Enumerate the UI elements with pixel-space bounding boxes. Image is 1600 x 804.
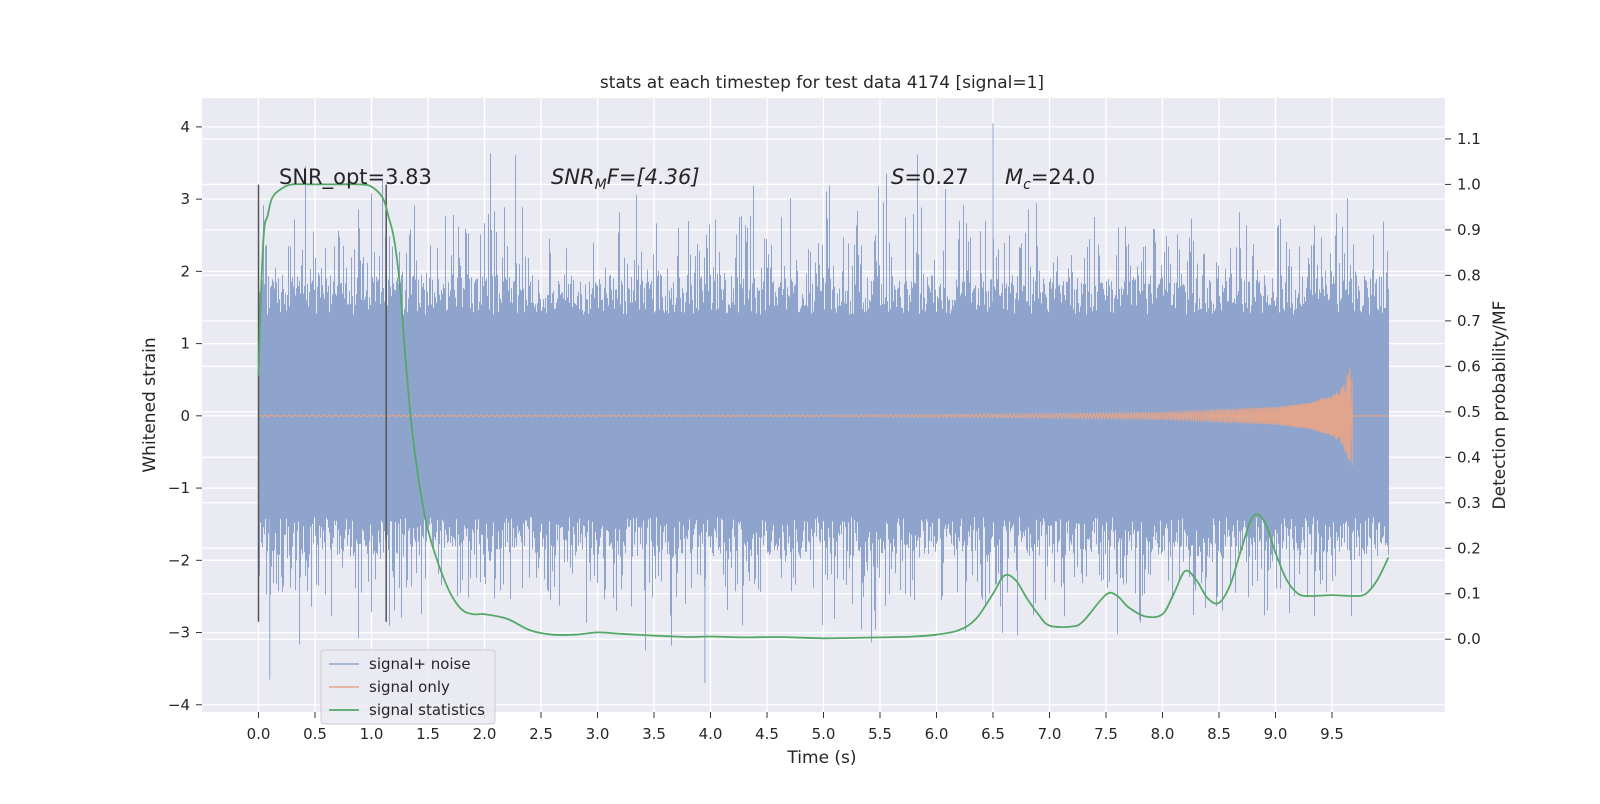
- x-tick-label: 5.5: [868, 725, 892, 743]
- x-tick-label: 4.0: [699, 725, 723, 743]
- x-tick-label: 0.0: [247, 725, 271, 743]
- right-tick-label: 0.5: [1457, 403, 1481, 421]
- y-tick-label: 3: [180, 190, 190, 208]
- x-tick-label: 6.5: [981, 725, 1005, 743]
- annotation-snr-opt: SNR_opt=3.83: [279, 165, 432, 190]
- window-markers: [257, 184, 387, 622]
- y-axis-label: Whitened strain: [140, 337, 160, 472]
- right-tick-label: 0.4: [1457, 448, 1481, 466]
- s-value: =0.27: [904, 165, 968, 189]
- legend-label-signal-noise: signal+ noise: [369, 655, 471, 673]
- s-symbol: S: [891, 165, 904, 189]
- mc-symbol: M: [1005, 165, 1023, 189]
- mc-value: =24.0: [1031, 165, 1095, 189]
- x-tick-label: 1.0: [360, 725, 384, 743]
- legend-label-signal-only: signal only: [369, 678, 450, 696]
- chart-title: stats at each timestep for test data 417…: [600, 73, 1044, 93]
- x-tick-label: 2.0: [473, 725, 497, 743]
- right-tick-label: 0.8: [1457, 266, 1481, 284]
- snr-mf-value: F=[4.36]: [607, 165, 700, 189]
- series-signal-statistics-line: [257, 183, 1390, 640]
- x-tick-label: 2.5: [529, 725, 553, 743]
- right-tick-label: 0.3: [1457, 494, 1481, 512]
- x-tick-label: 6.0: [925, 725, 949, 743]
- y-tick-label: 2: [180, 262, 190, 280]
- y-tick-label: 4: [180, 118, 190, 136]
- annotation-snr-mf: SNRMF=[4.36]: [551, 165, 700, 193]
- x-tick-label: 9.0: [1264, 725, 1288, 743]
- right-tick-label: 0.2: [1457, 539, 1481, 557]
- x-tick-label: 0.5: [303, 725, 327, 743]
- right-tick-label: 0.0: [1457, 630, 1481, 648]
- legend-box: [320, 649, 496, 725]
- x-tick-label: 8.0: [1151, 725, 1175, 743]
- right-tick-label: 0.7: [1457, 312, 1481, 330]
- y-tick-label: 1: [180, 335, 190, 353]
- x-tick-label: 7.5: [1094, 725, 1118, 743]
- y-tick-label: −4: [168, 696, 190, 714]
- y-tick-label: −2: [168, 551, 190, 569]
- right-tick-label: 0.1: [1457, 585, 1481, 603]
- y-axis-ticks: 4 3 2 1 0 −1 −2 −3 −4: [168, 118, 202, 714]
- x-axis-label: Time (s): [786, 748, 856, 768]
- x-tick-label: 3.0: [586, 725, 610, 743]
- legend-label-signal-statistics: signal statistics: [369, 701, 485, 719]
- x-tick-label: 9.5: [1320, 725, 1344, 743]
- legend: signal+ noise signal only signal statist…: [320, 649, 496, 725]
- right-axis-label: Detection probability/MF: [1490, 301, 1510, 510]
- x-tick-label: 4.5: [755, 725, 779, 743]
- series-signal-only-line: [258, 368, 1389, 466]
- annotation-s: S=0.27: [891, 165, 969, 189]
- right-tick-label: 0.6: [1457, 357, 1481, 375]
- y-tick-label: 0: [180, 407, 190, 425]
- right-axis-ticks: 1.1 1.0 0.9 0.8 0.7 0.6 0.5 0.4 0.3 0.2 0.1 0.0: [1445, 130, 1481, 648]
- snr-mf-subscript: M: [595, 177, 607, 193]
- mc-subscript: c: [1023, 177, 1031, 193]
- y-tick-label: −1: [168, 479, 190, 497]
- right-tick-label: 1.1: [1457, 130, 1481, 148]
- y-tick-label: −3: [168, 624, 190, 642]
- right-tick-label: 0.9: [1457, 221, 1481, 239]
- x-tick-label: 3.5: [642, 725, 666, 743]
- x-tick-label: 5.0: [812, 725, 836, 743]
- snr-mf-symbol: SNR: [551, 165, 595, 189]
- annotation-mc: Mc=24.0: [1005, 165, 1095, 193]
- x-tick-label: 8.5: [1207, 725, 1231, 743]
- x-axis-ticks: 0.0 0.5 1.0 1.5 2.0 2.5 3.0 3.5 4.0 4.5 5.0 5.5 6.0 6…: [247, 712, 1344, 743]
- right-tick-label: 1.0: [1457, 175, 1481, 193]
- x-tick-label: 1.5: [416, 725, 440, 743]
- x-tick-label: 7.0: [1038, 725, 1062, 743]
